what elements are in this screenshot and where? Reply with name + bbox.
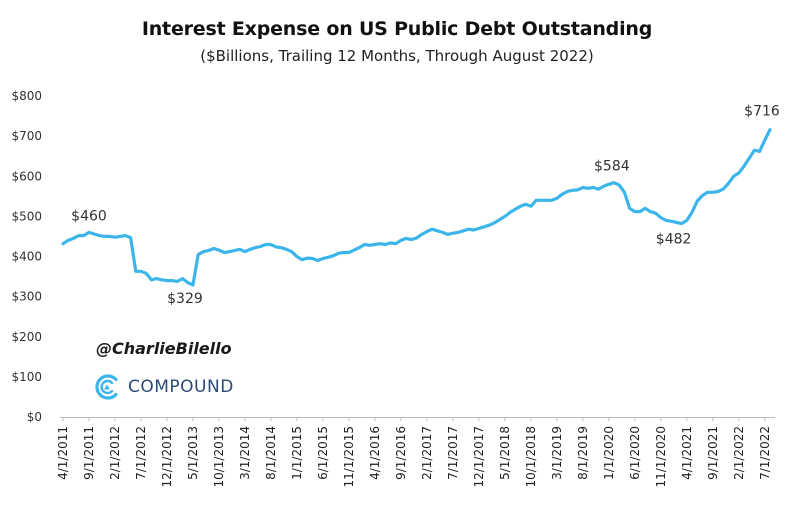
- x-tick-label: 2/1/2022: [732, 426, 746, 480]
- y-tick-label: $600: [11, 169, 42, 183]
- x-tick-label: 7/1/2017: [446, 426, 460, 480]
- author-handle: @CharlieBilello: [96, 339, 232, 358]
- x-tick-label: 11/1/2020: [654, 426, 668, 488]
- x-tick-label: 4/1/2011: [56, 426, 70, 480]
- series-layer: [61, 128, 772, 287]
- y-tick-label: $100: [11, 370, 42, 384]
- data-label: $584: [594, 159, 630, 175]
- compound-logo: COMPOUND: [92, 372, 234, 402]
- data-label: $716: [744, 104, 780, 120]
- x-tick-label: 9/1/2021: [706, 426, 720, 480]
- y-tick-label: $300: [11, 290, 42, 304]
- y-tick-label: $700: [11, 129, 42, 143]
- x-tick-label: 9/1/2011: [82, 426, 96, 480]
- series-line: [61, 128, 772, 287]
- x-axis: 4/1/2011 9/1/2011 2/1/2012 7/1/2012 12/1/201…: [56, 417, 775, 488]
- x-tick-label: 8/1/2014: [264, 426, 278, 480]
- x-tick-label: 4/1/2016: [368, 426, 382, 480]
- x-tick-label: 1/1/2015: [290, 426, 304, 480]
- y-tick-label: $400: [11, 250, 42, 264]
- x-tick-label: 2/1/2012: [108, 426, 122, 480]
- data-label: $460: [71, 208, 107, 224]
- x-tick-label: 12/1/2017: [472, 426, 486, 488]
- y-tick-label: $200: [11, 330, 42, 344]
- x-tick-label: 6/1/2015: [316, 426, 330, 480]
- x-tick-label: 6/1/2020: [628, 426, 642, 480]
- x-tick-label: 3/1/2019: [550, 426, 564, 480]
- x-tick-label: 2/1/2017: [420, 426, 434, 480]
- x-tick-label: 7/1/2012: [134, 426, 148, 480]
- x-tick-label: 10/1/2013: [212, 426, 226, 488]
- data-labels: $460 $329 $584 $482 $716: [71, 104, 780, 307]
- x-tick-label: 1/1/2020: [602, 426, 616, 480]
- data-label: $329: [167, 291, 203, 307]
- x-tick-label: 10/1/2018: [524, 426, 538, 488]
- chart-title: Interest Expense on US Public Debt Outst…: [141, 18, 653, 40]
- y-axis: $0 $100 $200 $300 $400 $500 $600 $700 $800: [11, 89, 42, 424]
- x-tick-label: 5/1/2018: [498, 426, 512, 480]
- x-tick-label: 9/1/2016: [394, 426, 408, 480]
- x-tick-label: 12/1/2012: [160, 426, 174, 488]
- data-label: $482: [656, 232, 692, 248]
- x-tick-label: 7/1/2022: [758, 426, 772, 480]
- x-tick-label: 11/1/2015: [342, 426, 356, 488]
- y-tick-label: $500: [11, 209, 42, 223]
- compound-logo-icon: [95, 374, 118, 400]
- y-tick-label: $0: [27, 410, 42, 424]
- x-tick-label: 5/1/2013: [186, 426, 200, 480]
- x-tick-label: 3/1/2014: [238, 426, 252, 480]
- y-tick-label: $800: [11, 89, 42, 103]
- compound-logo-text: COMPOUND: [128, 377, 234, 397]
- x-tick-label: 4/1/2021: [680, 426, 694, 480]
- chart-subtitle: ($Billions, Trailing 12 Months, Through …: [200, 47, 594, 65]
- x-tick-label: 8/1/2019: [576, 426, 590, 480]
